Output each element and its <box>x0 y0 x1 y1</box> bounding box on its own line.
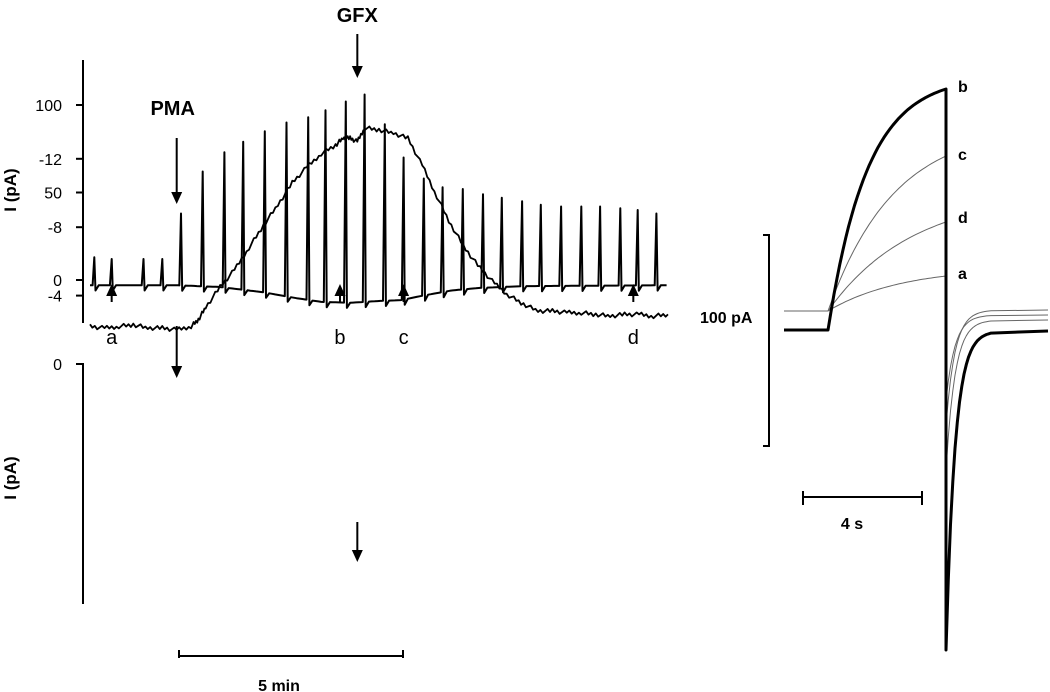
right-panel: b c d a 100 pA 4 s <box>700 79 1049 652</box>
top-y-axis-label: I (pA) <box>1 168 20 211</box>
marker-arrow-d-head <box>627 284 639 296</box>
bottom-arrows <box>171 326 363 562</box>
annotation-arrow-gfx-head <box>351 66 363 78</box>
top-y-tick-label-100: 100 <box>35 98 62 115</box>
right-trace-label-d: d <box>958 210 968 227</box>
bottom-y-tick-label-8: -8 <box>48 220 62 237</box>
marker-arrow-c-head <box>398 284 410 296</box>
annotation-arrow-pma <box>171 138 183 204</box>
right-trace-d <box>784 221 1049 401</box>
right-trace-label-b: b <box>958 79 968 96</box>
top-y-tick-label-0: 0 <box>53 273 62 290</box>
marker-label-b: b <box>334 327 345 349</box>
right-current-scale-bar: 100 pA <box>700 234 770 447</box>
bottom-y-ticks: 0-4-8-12 <box>39 152 83 374</box>
marker-label-d: d <box>628 327 639 349</box>
bottom-current-trace <box>89 125 669 332</box>
marker-arrow-b <box>334 284 346 302</box>
annotation-gfx: GFX <box>337 5 379 27</box>
right-traces <box>784 87 1049 652</box>
right-trace-b <box>784 87 1049 652</box>
annotation-pma: PMA <box>150 98 194 120</box>
marker-label-a: a <box>106 327 118 349</box>
bottom-arrow-pma-head <box>171 366 183 378</box>
bottom-panel: 0-4-8-12 I (pA) <box>1 125 669 604</box>
bottom-y-tick-label-0: 0 <box>53 357 62 374</box>
bottom-y-axis-label: I (pA) <box>1 456 20 499</box>
top-current-trace <box>90 93 667 309</box>
bottom-arrow-gfx-head <box>351 550 363 562</box>
right-trace-labels: b c d a <box>958 79 968 283</box>
left-time-scale-bar: 5 min <box>178 650 404 692</box>
marker-arrow-b-head <box>334 284 346 296</box>
bottom-arrow-pma <box>171 326 183 378</box>
right-trace-label-c: c <box>958 147 967 164</box>
right-time-scale-label: 4 s <box>841 516 863 533</box>
bottom-arrow-gfx <box>351 522 363 562</box>
top-markers: a b c d <box>106 284 639 349</box>
right-time-scale-bar: 4 s <box>802 491 923 533</box>
marker-arrow-a <box>106 284 118 302</box>
bottom-y-tick-label-12: -12 <box>39 152 62 169</box>
marker-arrow-d <box>627 284 639 302</box>
right-current-scale-label: 100 pA <box>700 310 753 327</box>
top-y-ticks: 0 50 100 <box>35 98 83 290</box>
top-y-tick-label-50: 50 <box>44 186 62 203</box>
bottom-y-tick-label-4: -4 <box>48 289 62 306</box>
right-trace-label-a: a <box>958 266 967 283</box>
annotation-arrow-gfx <box>351 34 363 78</box>
marker-label-c: c <box>399 327 409 349</box>
marker-arrow-a-head <box>106 284 118 296</box>
top-panel: 0 50 100 I (pA) PMA GFX a b c d <box>1 5 667 349</box>
right-trace-c <box>784 155 1049 471</box>
marker-arrow-c <box>398 284 410 302</box>
top-annotations: PMA GFX <box>150 5 379 204</box>
left-time-scale-label: 5 min <box>258 678 300 692</box>
right-trace-a <box>784 275 1049 426</box>
annotation-arrow-pma-head <box>171 192 183 204</box>
